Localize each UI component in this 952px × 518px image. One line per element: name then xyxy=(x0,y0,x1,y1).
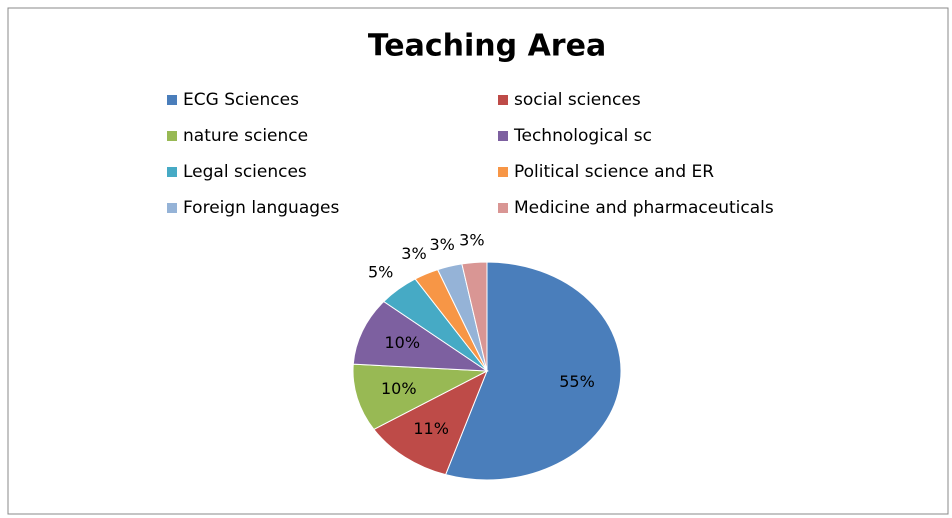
data-label: 11% xyxy=(413,419,449,438)
legend-swatch xyxy=(167,131,177,141)
pie-slice xyxy=(352,300,489,372)
pie-slice xyxy=(373,369,488,476)
legend-label: ECG Sciences xyxy=(183,90,299,110)
data-label: 10% xyxy=(381,379,417,398)
data-label: 3% xyxy=(429,235,454,254)
legend-swatch xyxy=(498,167,508,177)
legend-label: Political science and ER xyxy=(514,162,714,182)
legend-label: nature science xyxy=(183,126,308,146)
legend-swatch xyxy=(167,95,177,105)
legend-label: social sciences xyxy=(514,90,641,110)
legend-label: Legal sciences xyxy=(183,162,307,182)
data-label: 3% xyxy=(401,244,426,263)
legend-swatch xyxy=(498,203,508,213)
chart-title: Teaching Area xyxy=(368,29,606,64)
legend-swatch xyxy=(498,131,508,141)
data-label: 3% xyxy=(459,230,484,249)
legend-swatch xyxy=(498,95,508,105)
pie-slice xyxy=(444,261,622,481)
legend-swatch xyxy=(167,167,177,177)
pie-slice xyxy=(352,363,489,431)
legend-label: Technological sc xyxy=(513,126,652,146)
legend-swatch xyxy=(167,203,177,213)
data-label: 10% xyxy=(384,333,420,352)
data-label: 5% xyxy=(368,262,393,281)
data-label: 55% xyxy=(559,372,595,391)
pie-slice xyxy=(461,261,488,372)
legend-label: Foreign languages xyxy=(183,198,339,218)
legend-label: Medicine and pharmaceuticals xyxy=(514,198,774,218)
